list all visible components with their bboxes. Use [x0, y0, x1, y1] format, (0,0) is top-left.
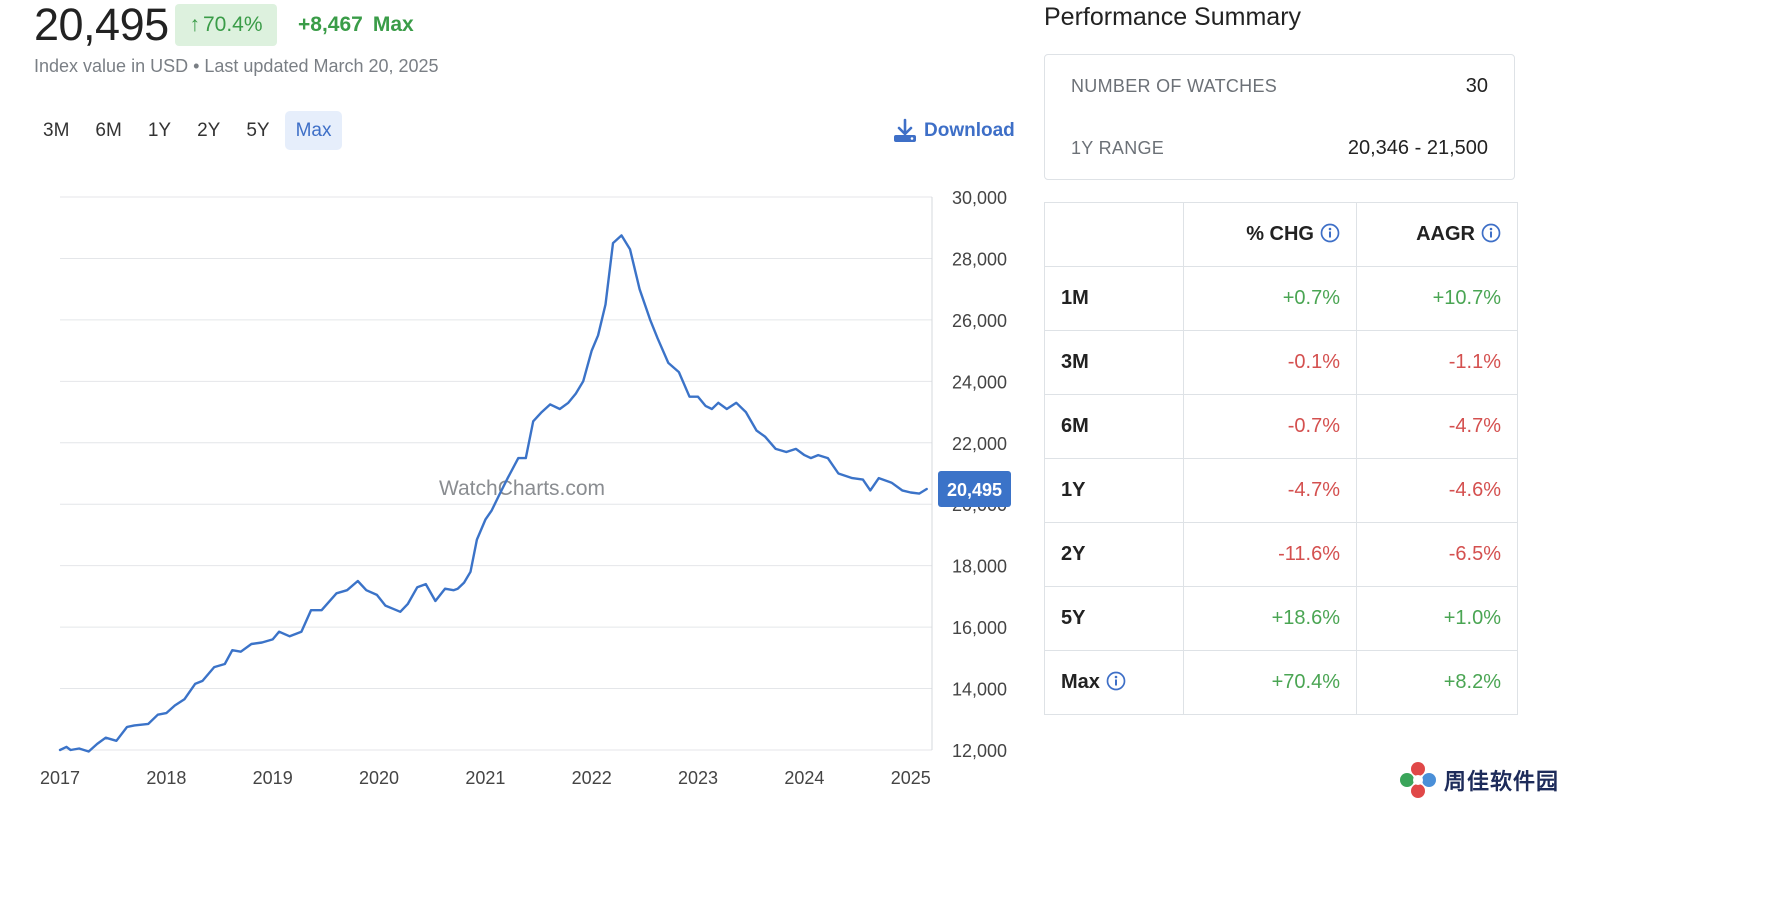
range-tabs: 3M 6M 1Y 2Y 5Y Max	[32, 111, 343, 150]
period-label: 3M	[1061, 351, 1089, 373]
period-cell: 5Y	[1044, 586, 1184, 651]
arrow-up-icon: ↑	[189, 13, 200, 36]
price-index-chart: 12,00014,00016,00018,00020,00022,00024,0…	[40, 188, 1011, 788]
table-row: 6M -0.7% -4.7%	[1044, 394, 1518, 459]
summary-row-range: 1Y RANGE 20,346 - 21,500	[1071, 133, 1488, 163]
range-tab-2y[interactable]: 2Y	[197, 120, 221, 141]
summary-row-watches: NUMBER OF WATCHES 30	[1071, 71, 1488, 101]
summary-card: NUMBER OF WATCHES 30 1Y RANGE 20,346 - 2…	[1044, 54, 1515, 180]
aagr-cell: -4.7%	[1356, 394, 1518, 459]
period-cell: 3M	[1044, 330, 1184, 395]
aagr-cell: +10.7%	[1356, 266, 1518, 331]
period-label: 1M	[1061, 287, 1089, 309]
chg-cell: -4.7%	[1183, 458, 1357, 523]
chg-cell: +0.7%	[1183, 266, 1357, 331]
period-cell: 2Y	[1044, 522, 1184, 587]
y-tick-label: 28,000	[952, 249, 1007, 269]
header-aagr-label: AAGR	[1416, 223, 1475, 245]
range-tab-3m[interactable]: 3M	[43, 120, 70, 141]
y-tick-label: 26,000	[952, 311, 1007, 331]
performance-table: % CHG AAGR 1M +0.7% +10.7% 3M -0.1% -1.1% 6M -0…	[1044, 202, 1518, 715]
table-header-blank	[1044, 202, 1184, 267]
summary-label: NUMBER OF WATCHES	[1071, 75, 1278, 96]
chg-cell: -0.1%	[1183, 330, 1357, 395]
pinwheel-logo-icon	[1400, 762, 1436, 798]
download-icon	[894, 118, 916, 142]
info-icon[interactable]	[1320, 223, 1340, 243]
summary-value: 20,346 - 21,500	[1347, 136, 1488, 159]
y-tick-label: 16,000	[952, 618, 1007, 638]
range-tab-1y[interactable]: 1Y	[147, 120, 172, 141]
aagr-cell: +1.0%	[1356, 586, 1518, 651]
table-row: 2Y -11.6% -6.5%	[1044, 522, 1518, 587]
chg-cell: -11.6%	[1183, 522, 1357, 587]
period-label: 2Y	[1061, 543, 1086, 565]
series-line	[58, 234, 928, 753]
site-logo: 周佳软件园	[1398, 760, 1559, 800]
period-cell: 6M	[1044, 394, 1184, 459]
summary-label: 1Y RANGE	[1071, 137, 1165, 158]
table-row: Max +70.4% +8.2%	[1044, 650, 1518, 715]
info-icon[interactable]	[1481, 223, 1501, 243]
x-tick-label: 2025	[891, 768, 931, 788]
index-value: 20,495	[34, 0, 169, 50]
period-cell: 1M	[1044, 266, 1184, 331]
index-subtitle: Index value in USD • Last updated March …	[34, 56, 439, 76]
period-label: 6M	[1061, 415, 1089, 437]
header-chg: % CHG	[1183, 202, 1357, 267]
period-label: Max	[1061, 671, 1100, 693]
change-percent: 70.4%	[202, 13, 263, 36]
chg-cell: -0.7%	[1183, 394, 1357, 459]
table-row: 1M +0.7% +10.7%	[1044, 266, 1518, 331]
y-tick-label: 24,000	[952, 372, 1007, 392]
x-tick-label: 2021	[465, 768, 505, 788]
last-value-label: 20,495	[947, 480, 1002, 500]
period-label: 1Y	[1061, 479, 1086, 501]
x-tick-label: 2023	[678, 768, 718, 788]
chg-cell: +18.6%	[1183, 586, 1357, 651]
change-absolute: +8,467 Max	[298, 12, 414, 38]
info-icon[interactable]	[1106, 671, 1126, 691]
change-period: Max	[372, 13, 414, 36]
aagr-cell: -1.1%	[1356, 330, 1518, 395]
chart-watermark: WatchCharts.com	[439, 477, 605, 500]
download-label: Download	[924, 120, 1015, 141]
table-row: 3M -0.1% -1.1%	[1044, 330, 1518, 395]
site-logo-text: 周佳软件园	[1444, 769, 1560, 794]
period-cell: Max	[1044, 650, 1184, 715]
y-tick-label: 22,000	[952, 434, 1007, 454]
table-row: 1Y -4.7% -4.6%	[1044, 458, 1518, 523]
y-tick-label: 14,000	[952, 680, 1007, 700]
summary-value: 30	[1465, 74, 1488, 97]
last-value-marker	[938, 471, 1011, 508]
change-percent-badge: ↑ 70.4%	[175, 4, 277, 46]
header-aagr: AAGR	[1356, 202, 1518, 267]
performance-summary-title: Performance Summary	[1044, 3, 1302, 31]
x-tick-label: 2019	[253, 768, 293, 788]
change-absolute-value: +8,467	[298, 13, 363, 36]
period-cell: 1Y	[1044, 458, 1184, 523]
x-tick-label: 2022	[572, 768, 612, 788]
x-tick-label: 2017	[40, 768, 80, 788]
y-tick-label: 30,000	[952, 188, 1007, 208]
y-tick-label: 18,000	[952, 557, 1007, 577]
range-tab-5y[interactable]: 5Y	[246, 120, 270, 141]
aagr-cell: -6.5%	[1356, 522, 1518, 587]
aagr-cell: -4.6%	[1356, 458, 1518, 523]
range-tab-6m[interactable]: 6M	[95, 120, 122, 141]
download-button[interactable]: Download	[892, 118, 1015, 144]
range-tab-max[interactable]: Max	[284, 111, 343, 150]
aagr-cell: +8.2%	[1356, 650, 1518, 715]
table-header-row: % CHG AAGR	[1044, 202, 1518, 267]
y-tick-label: 12,000	[952, 741, 1007, 761]
period-label: 5Y	[1061, 607, 1086, 629]
table-row: 5Y +18.6% +1.0%	[1044, 586, 1518, 651]
header-chg-label: % CHG	[1246, 223, 1314, 245]
x-tick-label: 2018	[146, 768, 186, 788]
x-tick-label: 2020	[359, 768, 399, 788]
x-tick-label: 2024	[784, 768, 824, 788]
chg-cell: +70.4%	[1183, 650, 1357, 715]
